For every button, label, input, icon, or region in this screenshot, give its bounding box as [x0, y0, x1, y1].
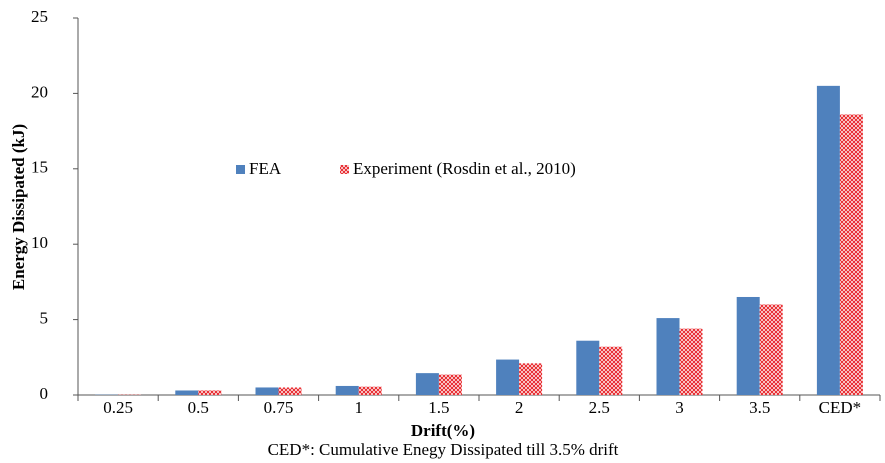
x-tick-label: 0.25 [103, 398, 133, 417]
y-tick-label: 0 [40, 384, 49, 403]
x-tick-label: 0.75 [264, 398, 294, 417]
bar [679, 328, 703, 395]
bar [358, 386, 382, 395]
legend-swatch [340, 165, 349, 174]
y-tick-label: 15 [31, 158, 48, 177]
x-tick-label: 3 [675, 398, 684, 417]
footnote: CED*: Cumulative Enegy Dissipated till 3… [268, 440, 619, 459]
bar [198, 390, 222, 395]
bar [759, 304, 783, 395]
y-tick-label: 5 [40, 309, 49, 328]
bar [415, 373, 439, 395]
x-tick-label: 2 [515, 398, 524, 417]
bar [656, 318, 680, 395]
x-tick-label: CED* [819, 398, 862, 417]
bar [519, 363, 543, 395]
bar [496, 359, 520, 395]
y-tick-label: 25 [31, 7, 48, 26]
y-tick-label: 10 [31, 233, 48, 252]
bar [278, 387, 302, 395]
x-axis-label: Drift(%) [411, 421, 475, 440]
legend-label: FEA [249, 159, 282, 178]
legend-swatch [236, 165, 245, 174]
bar [175, 390, 199, 395]
bar [255, 387, 279, 395]
bar [816, 85, 840, 396]
x-tick-label: 3.5 [749, 398, 770, 417]
y-axis-label: Energy Dissipated (kJ) [9, 124, 28, 290]
bar [576, 340, 600, 395]
y-tick-label: 20 [31, 82, 48, 101]
bar [736, 296, 760, 395]
bar [839, 114, 863, 396]
bar [599, 346, 623, 395]
x-tick-label: 1 [354, 398, 363, 417]
legend-label: Experiment (Rosdin et al., 2010) [353, 159, 576, 178]
x-tick-label: 2.5 [589, 398, 610, 417]
x-tick-label: 1.5 [428, 398, 449, 417]
bar [438, 374, 462, 395]
x-tick-label: 0.5 [188, 398, 209, 417]
bar [335, 385, 359, 395]
